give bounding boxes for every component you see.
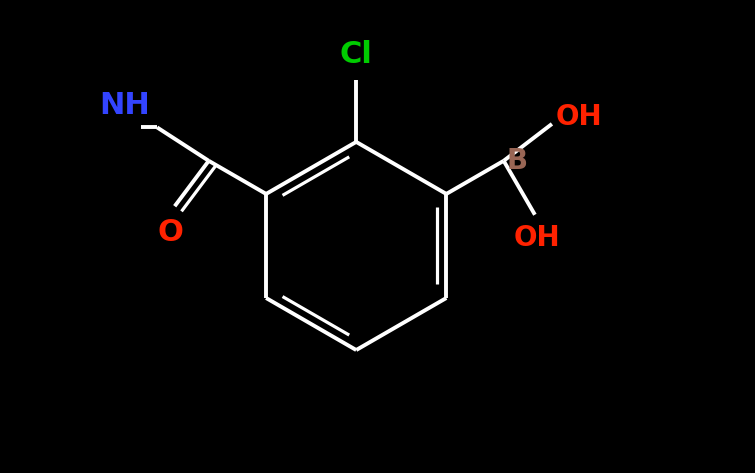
Text: OH: OH bbox=[514, 224, 560, 252]
Text: OH: OH bbox=[556, 103, 602, 131]
Text: B: B bbox=[506, 147, 527, 175]
Text: O: O bbox=[157, 218, 183, 247]
Text: NH: NH bbox=[99, 91, 150, 120]
Text: Cl: Cl bbox=[340, 40, 373, 69]
